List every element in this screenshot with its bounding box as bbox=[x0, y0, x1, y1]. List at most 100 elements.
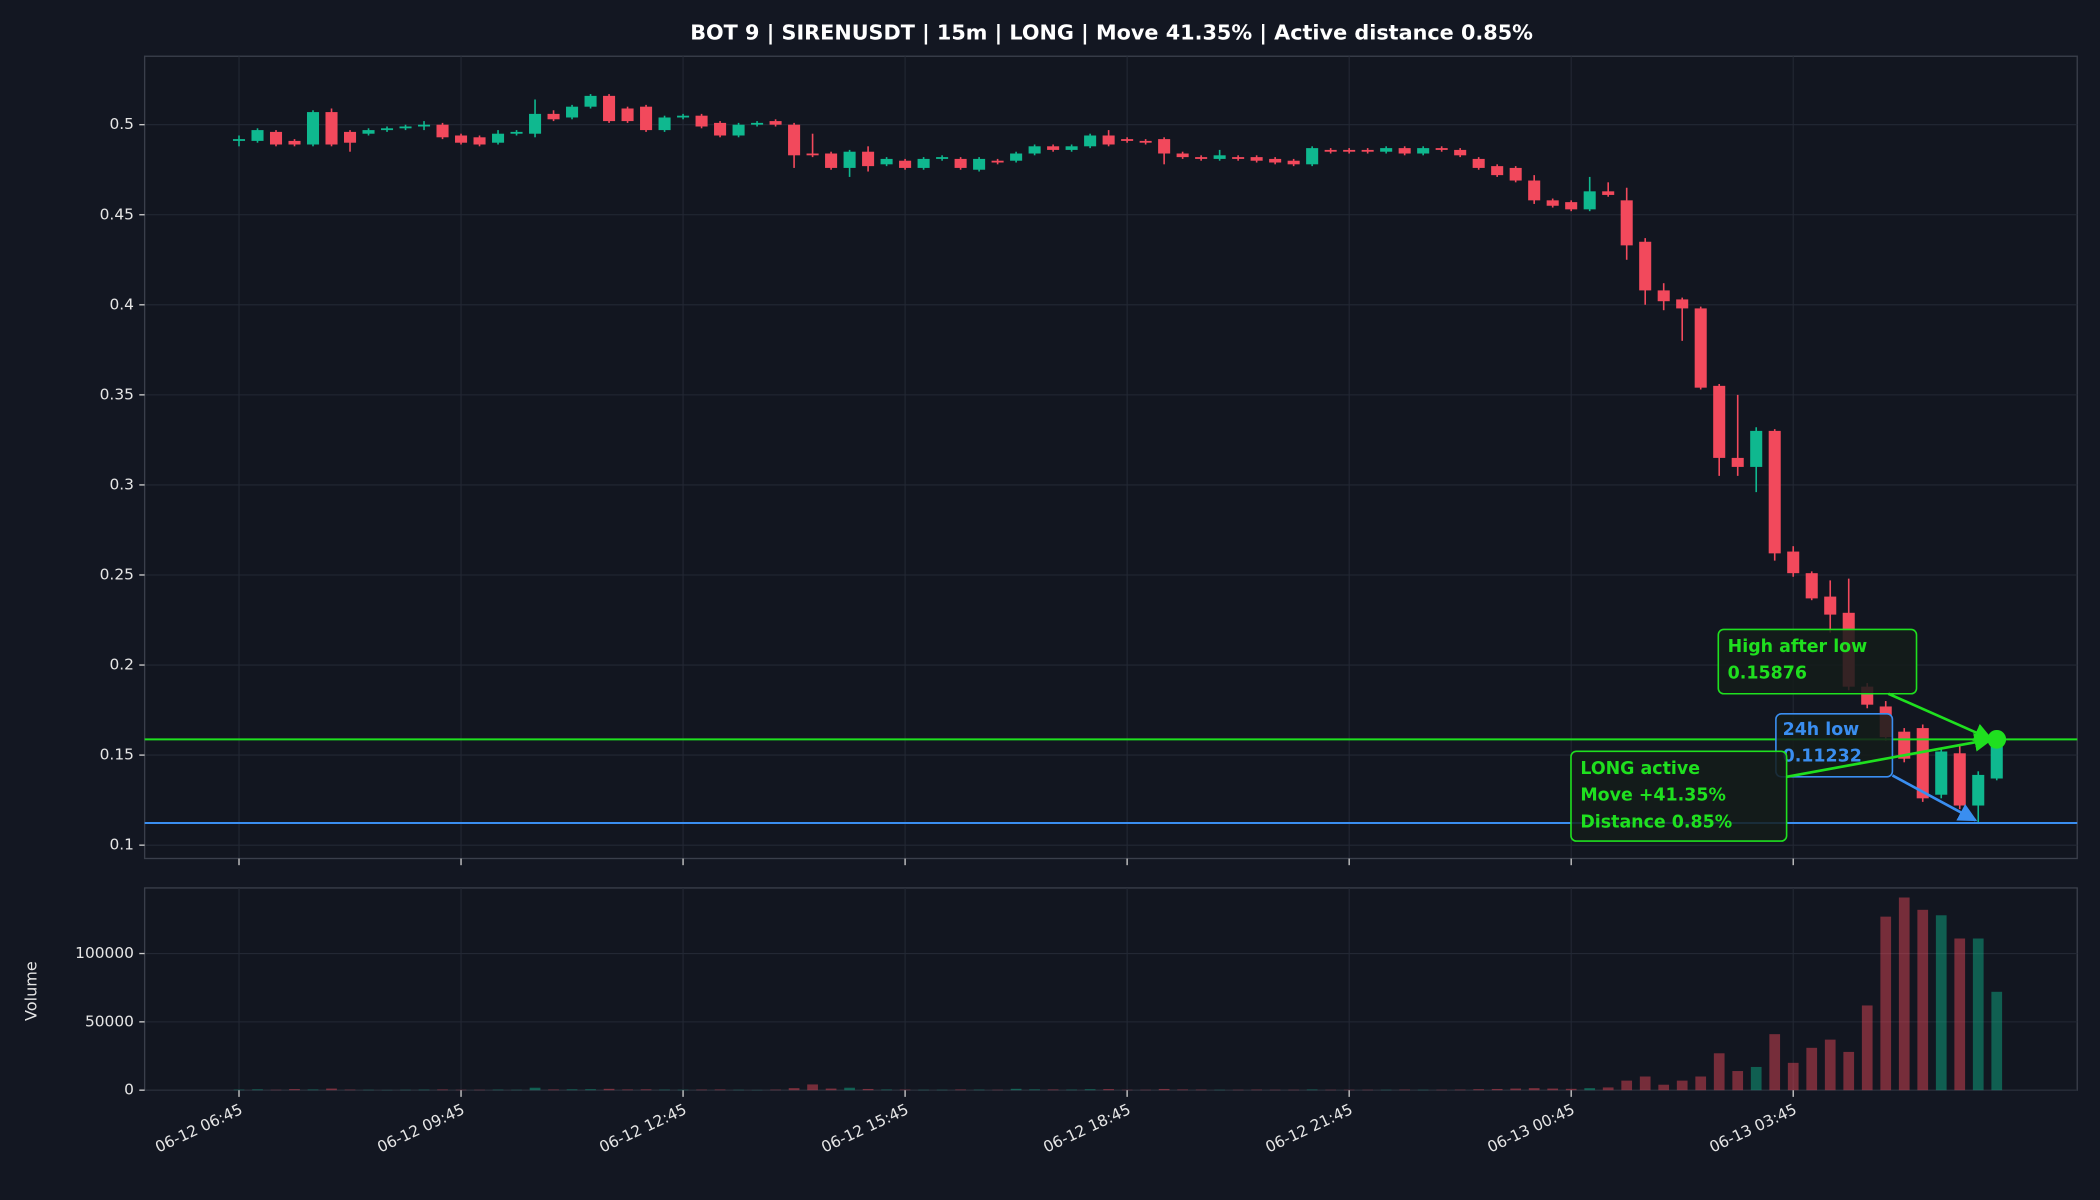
y-tick-label: 0.4 bbox=[109, 295, 133, 313]
volume-bar bbox=[659, 1089, 670, 1091]
annotation-text: LONG active bbox=[1580, 759, 1700, 779]
volume-bar bbox=[1029, 1089, 1040, 1091]
volume-bar bbox=[326, 1088, 337, 1091]
candle-body bbox=[621, 108, 634, 122]
volume-bar bbox=[1084, 1089, 1096, 1091]
candle-body bbox=[1528, 180, 1541, 201]
volume-bar bbox=[1103, 1089, 1114, 1091]
candle-body bbox=[1398, 148, 1411, 154]
volume-bar bbox=[1528, 1088, 1540, 1091]
candle-body bbox=[232, 139, 246, 141]
volume-bar bbox=[640, 1089, 652, 1091]
candle-body bbox=[1472, 158, 1485, 168]
volume-bar bbox=[1547, 1088, 1559, 1091]
annotations: High after low 0.15876 24h low 0.11232 LONG … bbox=[144, 628, 2078, 842]
volume-bar bbox=[1602, 1087, 1614, 1091]
candle-body bbox=[380, 128, 394, 131]
candle-body bbox=[288, 140, 301, 145]
volume-bar bbox=[1399, 1089, 1411, 1091]
annotation-value: 0.15876 bbox=[1728, 664, 1807, 684]
volume-bar bbox=[233, 1089, 245, 1091]
candle-body bbox=[1324, 149, 1337, 152]
candle-body bbox=[1953, 753, 1966, 806]
volume-bar bbox=[289, 1089, 300, 1091]
volume-bar bbox=[1047, 1089, 1059, 1091]
candle-body bbox=[1102, 135, 1115, 145]
volume-bar bbox=[1917, 909, 1929, 1091]
y-tick-label: 0.25 bbox=[100, 565, 134, 583]
volume-bar bbox=[1972, 938, 1984, 1091]
volume-bar bbox=[1806, 1047, 1818, 1091]
candle-body bbox=[1454, 149, 1467, 156]
volume-bar bbox=[1898, 897, 1910, 1091]
volume-bar bbox=[1565, 1088, 1577, 1091]
candle-body bbox=[991, 160, 1004, 163]
candle-body bbox=[1916, 728, 1929, 799]
volume-bar bbox=[492, 1089, 504, 1091]
candle-body bbox=[1491, 166, 1504, 176]
candle-body bbox=[584, 95, 597, 107]
volume-bar bbox=[973, 1089, 985, 1091]
volume-bar bbox=[418, 1089, 430, 1091]
volume-bar bbox=[566, 1089, 578, 1091]
candle-body bbox=[658, 117, 671, 131]
candle-body bbox=[936, 157, 949, 159]
candle-body bbox=[751, 122, 764, 125]
volume-bar bbox=[1195, 1089, 1207, 1091]
volume-bar bbox=[1454, 1089, 1466, 1091]
candle-body bbox=[1972, 774, 1985, 806]
chart-title: BOT 9 | SIRENUSDT | 15m | LONG | Move 41… bbox=[690, 20, 1533, 45]
candle-body bbox=[1602, 191, 1615, 195]
volume-bar bbox=[1676, 1080, 1688, 1091]
candle-body bbox=[1343, 149, 1356, 152]
candle-body bbox=[1768, 430, 1781, 554]
candle-body bbox=[954, 158, 967, 168]
candle-body bbox=[1676, 299, 1689, 309]
y-tick-label: 0 bbox=[124, 1081, 134, 1099]
candle-body bbox=[1010, 153, 1023, 161]
candle-body bbox=[1065, 146, 1078, 150]
volume-bar bbox=[881, 1089, 892, 1091]
volume-bar bbox=[825, 1088, 837, 1091]
volume-bar bbox=[1880, 916, 1892, 1091]
candle-body bbox=[1657, 290, 1670, 302]
volume-bar bbox=[307, 1089, 319, 1091]
candle-body bbox=[343, 131, 357, 143]
candle-body bbox=[1935, 751, 1948, 795]
volume-bar bbox=[1991, 991, 2003, 1091]
volume-axis-label: Volume bbox=[22, 961, 41, 1021]
candle-body bbox=[1213, 155, 1226, 159]
volume-bar bbox=[1251, 1089, 1263, 1091]
volume-bar bbox=[1010, 1088, 1022, 1091]
candle-body bbox=[529, 113, 542, 134]
candle-body bbox=[695, 115, 708, 127]
candle-body bbox=[825, 153, 838, 168]
candle-body bbox=[899, 160, 912, 168]
candle-body bbox=[1583, 191, 1596, 210]
volume-bar bbox=[1621, 1080, 1633, 1091]
candle-body bbox=[1435, 148, 1448, 150]
volume-bar bbox=[1639, 1076, 1651, 1091]
volume-bar bbox=[548, 1089, 559, 1091]
candle-body bbox=[1713, 385, 1726, 458]
volume-bar bbox=[585, 1089, 596, 1091]
volume-bar bbox=[1861, 1005, 1873, 1091]
volume-bar bbox=[807, 1084, 818, 1091]
candle-body bbox=[1565, 202, 1578, 210]
annotation-text: 24h low bbox=[1783, 720, 1860, 740]
volume-bar bbox=[1824, 1039, 1836, 1091]
volume-bar bbox=[788, 1088, 800, 1091]
candle-body bbox=[492, 133, 505, 143]
y-tick-label: 50000 bbox=[85, 1012, 134, 1030]
candle-body bbox=[1990, 742, 2003, 779]
volume-bar bbox=[252, 1089, 263, 1091]
volume-bar bbox=[1510, 1088, 1522, 1091]
candle-body bbox=[1417, 148, 1430, 154]
volume-bar bbox=[1750, 1066, 1762, 1091]
candle-body bbox=[1805, 573, 1818, 599]
candle-body bbox=[1250, 157, 1263, 161]
candle-body bbox=[714, 122, 727, 136]
candle-body bbox=[418, 124, 431, 127]
